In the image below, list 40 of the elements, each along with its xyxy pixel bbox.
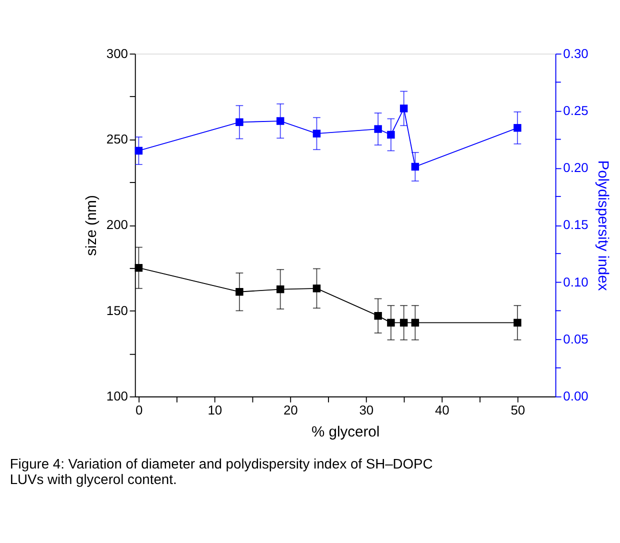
y2-tick-label: 0.25 — [563, 102, 588, 118]
y-tick-label: 100 — [106, 388, 128, 404]
point — [236, 288, 244, 296]
x-axis-title: % glycerol — [312, 424, 380, 441]
point — [514, 124, 522, 132]
y2-tick-label: 0.15 — [563, 217, 588, 232]
point — [514, 318, 522, 327]
point — [400, 104, 408, 112]
point — [312, 284, 321, 292]
x-tick-label: 40 — [434, 402, 450, 418]
x-tick-label: 30 — [359, 402, 374, 418]
y-tick-label: 150 — [106, 302, 128, 318]
point — [134, 264, 143, 272]
point — [236, 118, 244, 126]
point — [400, 318, 408, 327]
y2-tick-label: 0.10 — [563, 274, 588, 290]
point — [276, 285, 284, 294]
point — [134, 146, 143, 155]
y2-tick-label: 0.20 — [563, 160, 588, 176]
x-tick-label: 10 — [208, 402, 222, 418]
point — [387, 130, 395, 139]
point — [374, 312, 382, 320]
point — [312, 130, 321, 138]
point — [276, 117, 284, 125]
caption: Figure 4: Variation of diameter and polydispersity index of SH–DOPC LUVs with glycerol content. — [10, 455, 433, 488]
x-tick-label: 0 — [136, 402, 143, 418]
point — [387, 318, 395, 327]
y-tick-label: 300 — [106, 46, 128, 61]
point — [374, 125, 382, 133]
y-tick-label: 200 — [106, 217, 128, 232]
y2-axis-title: Polydispersity index — [594, 160, 611, 292]
y-tick-label: 250 — [106, 131, 128, 146]
y2-tick-label: 0.00 — [563, 388, 588, 404]
x-tick-label: 50 — [510, 402, 526, 418]
y-axis-title: size (nm) — [84, 195, 100, 256]
y2-tick-label: 0.30 — [563, 46, 588, 61]
point — [411, 162, 420, 171]
x-tick-label: 20 — [283, 402, 298, 418]
y2-tick-label: 0.05 — [563, 331, 588, 346]
point — [411, 318, 420, 327]
